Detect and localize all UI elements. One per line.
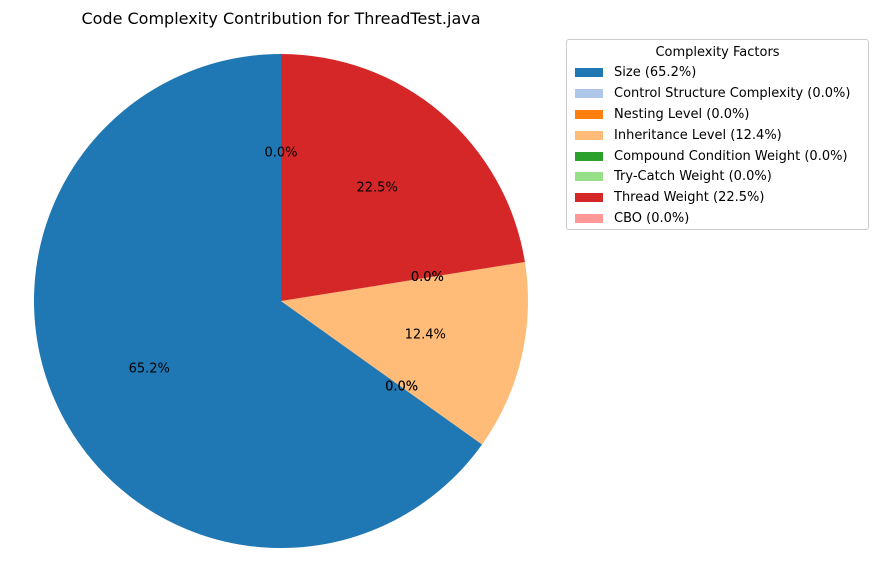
pie-percent-labels: 65.2%0.0%0.0%12.4%0.0%0.0%22.5%0.0% [129, 145, 446, 394]
pie-slices [34, 54, 529, 548]
slice-size [34, 54, 483, 548]
legend-item: Inheritance Level (12.4%) [567, 125, 868, 146]
percent-label-size: 65.2% [129, 361, 170, 376]
legend-swatch [575, 88, 603, 98]
percent-label-compound-condition-weight: 0.0% [411, 270, 444, 285]
percent-label-inheritance-level: 12.4% [405, 327, 446, 342]
chart-title: Code Complexity Contribution for ThreadT… [81, 9, 480, 28]
legend-item: Control Structure Complexity (0.0%) [567, 83, 868, 104]
legend-swatch [575, 67, 603, 77]
legend-item: Compound Condition Weight (0.0%) [567, 146, 868, 167]
legend-swatch [575, 214, 603, 224]
legend-swatch [575, 130, 603, 140]
percent-label-control-structure-complexity: 0.0% [385, 380, 418, 395]
legend-label: Compound Condition Weight (0.0%) [614, 148, 848, 164]
legend-swatch [575, 193, 603, 203]
legend-item: CBO (0.0%) [567, 208, 868, 229]
legend-item: Thread Weight (22.5%) [567, 187, 868, 208]
legend-label: Thread Weight (22.5%) [614, 190, 765, 206]
slice-inheritance-level [281, 262, 529, 445]
legend-title: Complexity Factors [655, 45, 780, 60]
legend-item: Try-Catch Weight (0.0%) [567, 166, 868, 187]
legend-label: Inheritance Level (12.4%) [614, 127, 782, 143]
legend-label: Control Structure Complexity (0.0%) [614, 85, 851, 101]
slice-thread-weight [281, 54, 525, 301]
legend: Complexity Factors Size (65.2%) Control S… [566, 39, 869, 230]
percent-label-try-catch-weight: 0.0% [411, 270, 444, 285]
percent-label-thread-weight: 22.5% [357, 181, 398, 196]
percent-label-nesting-level: 0.0% [385, 380, 418, 395]
legend-label: Size (65.2%) [614, 64, 697, 80]
legend-label: Nesting Level (0.0%) [614, 106, 750, 122]
percent-label-cbo: 0.0% [264, 145, 297, 160]
legend-item: Size (65.2%) [567, 62, 868, 83]
legend-entries: Size (65.2%) Control Structure Complexity… [567, 62, 868, 229]
legend-swatch [575, 109, 603, 119]
legend-item: Nesting Level (0.0%) [567, 104, 868, 125]
legend-swatch [575, 151, 603, 161]
legend-swatch [575, 172, 603, 182]
legend-label: CBO (0.0%) [614, 211, 690, 227]
legend-label: Try-Catch Weight (0.0%) [614, 169, 772, 185]
